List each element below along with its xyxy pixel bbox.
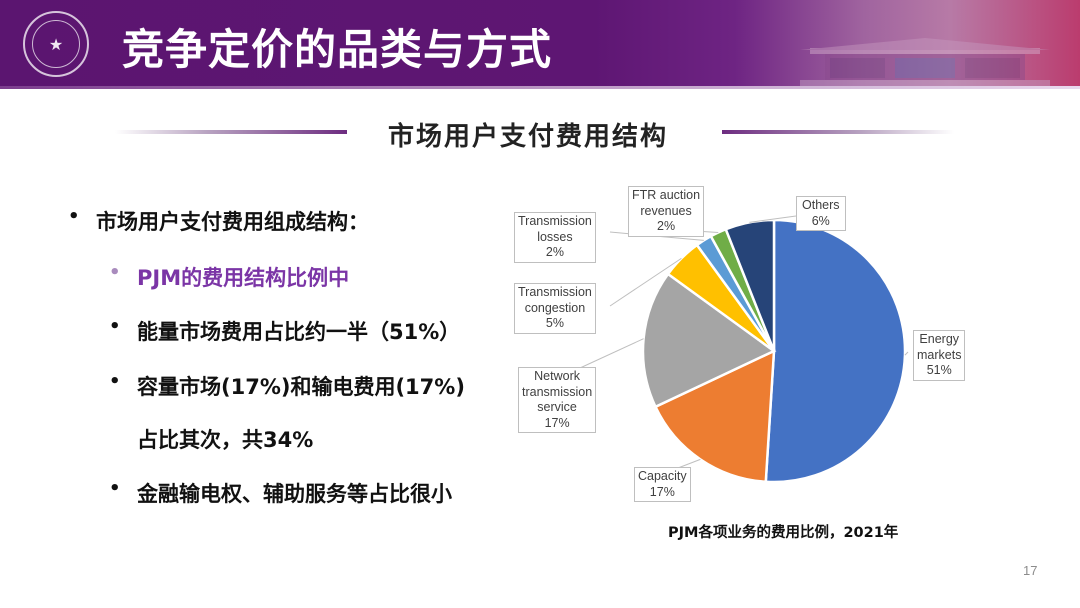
leader-line <box>749 215 797 223</box>
bullet-dot: • <box>109 316 121 337</box>
page-title: 竞争定价的品类与方式 <box>122 25 553 74</box>
page-number: 17 <box>1023 563 1038 578</box>
bullet-dot: • <box>109 478 121 499</box>
campus-building-image <box>800 38 1050 88</box>
chart-caption: PJM各项业务的费用比例，2021年 <box>668 525 899 541</box>
banner-divider <box>0 86 1080 89</box>
bullet-item: • 金融输电权、辅助服务等占比很小 <box>109 478 452 506</box>
pie-chart: Transmission losses 2% FTR auction reven… <box>500 180 1060 520</box>
leader-line <box>609 257 682 307</box>
bullet-item: • 市场用户支付费用组成结构： <box>68 206 369 234</box>
pie-slice-capacity <box>653 348 776 484</box>
data-label-transmission-losses: Transmission losses 2% <box>514 212 596 263</box>
leader-line <box>677 458 701 469</box>
bullet-dot: • <box>68 206 80 227</box>
data-label-transmission-congestion: Transmission congestion 5% <box>514 283 596 334</box>
section-heading: 市场用户支付费用结构 <box>0 112 1080 152</box>
bullet-item-continuation: 占比其次，共34% <box>137 428 314 452</box>
section-subtitle: 市场用户支付费用结构 <box>388 122 669 152</box>
bullet-item: • 能量市场费用占比约一半（51%） <box>109 316 461 344</box>
leader-line <box>579 338 644 369</box>
leader-line <box>904 351 909 356</box>
data-label-network-transmission-service: Network transmission service 17% <box>518 367 597 433</box>
pie-slice-energy-markets <box>764 218 907 484</box>
decorative-line-right <box>722 130 954 134</box>
pie-slice-network-transmission-service <box>641 272 777 409</box>
bullet-item: • 容量市场(17%)和输电费用(17%) <box>109 371 465 399</box>
bullet-dot: • <box>109 371 121 392</box>
data-label-others: Others 6% <box>796 196 846 231</box>
data-label-capacity: Capacity 17% <box>634 467 691 502</box>
bullet-dot: • <box>109 262 121 283</box>
bullet-item: • PJM的费用结构比例中 <box>109 262 350 290</box>
university-seal-icon: ★ <box>23 11 89 77</box>
title-banner: ★ 竞争定价的品类与方式 <box>0 0 1080 88</box>
data-label-energy-markets: Energy markets 51% <box>913 330 966 381</box>
decorative-line-left <box>115 130 347 134</box>
pie-chart-graphic <box>579 215 909 484</box>
data-label-ftr-auction-revenues: FTR auction revenues 2% <box>628 186 705 237</box>
